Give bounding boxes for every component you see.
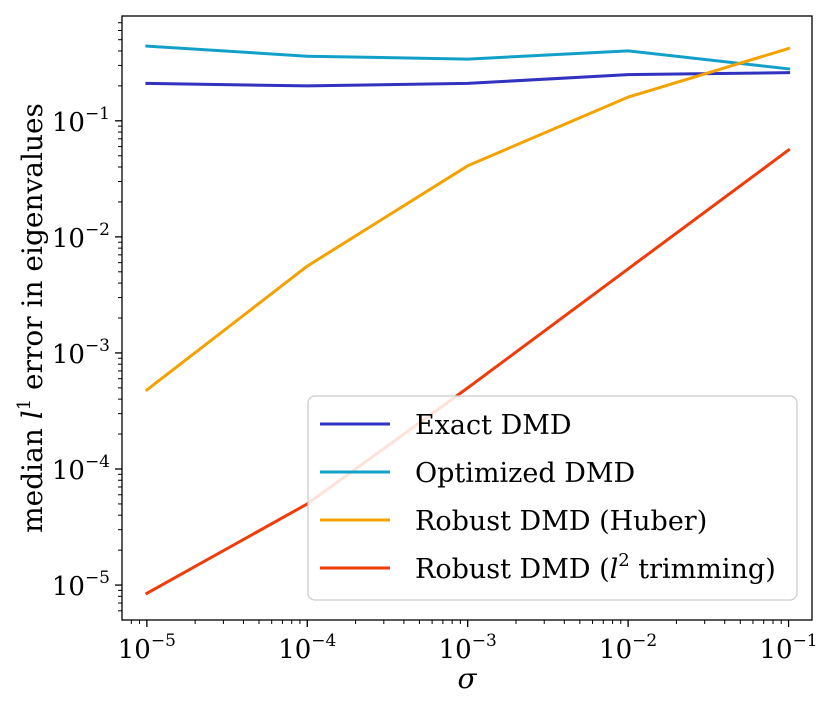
x-axis-label: σ [457, 662, 477, 695]
legend-label: Robust DMD (Huber) [415, 506, 707, 537]
series-line-3 [144, 46, 791, 393]
series-layer [144, 44, 791, 596]
legend-label: Exact DMD [415, 410, 572, 441]
y-axis-label: median l1 error in eigenvalues [14, 103, 49, 533]
legend-label: Robust DMD (l2 trimming) [415, 550, 776, 585]
legend-label: Optimized DMD [415, 458, 635, 489]
y-tick-label: 10−3 [52, 336, 110, 370]
series-line-4 [144, 147, 791, 596]
x-tick-label: 10−1 [759, 631, 817, 665]
legend: Exact DMD Optimized DMD Robust DMD (Huber)… [307, 395, 798, 601]
series-line-1 [145, 71, 791, 88]
y-tick-label: 10−2 [52, 220, 110, 254]
legend-box [307, 395, 798, 601]
x-tick-label: 10−5 [118, 631, 176, 665]
series-line-2 [145, 44, 791, 71]
y-tick-label: 10−5 [52, 568, 110, 602]
major-ticks: 10−5 10−4 10−3 10−2 10−1 10−5 10−4 10−3 10−2 10−1 [52, 104, 818, 665]
x-tick-label: 10−4 [278, 631, 336, 665]
x-tick-label: 10−3 [439, 631, 497, 665]
y-tick-label: 10−4 [52, 452, 110, 486]
y-tick-label: 10−1 [52, 104, 110, 138]
x-tick-label: 10−2 [599, 631, 657, 665]
minor-ticks [118, 22, 782, 624]
